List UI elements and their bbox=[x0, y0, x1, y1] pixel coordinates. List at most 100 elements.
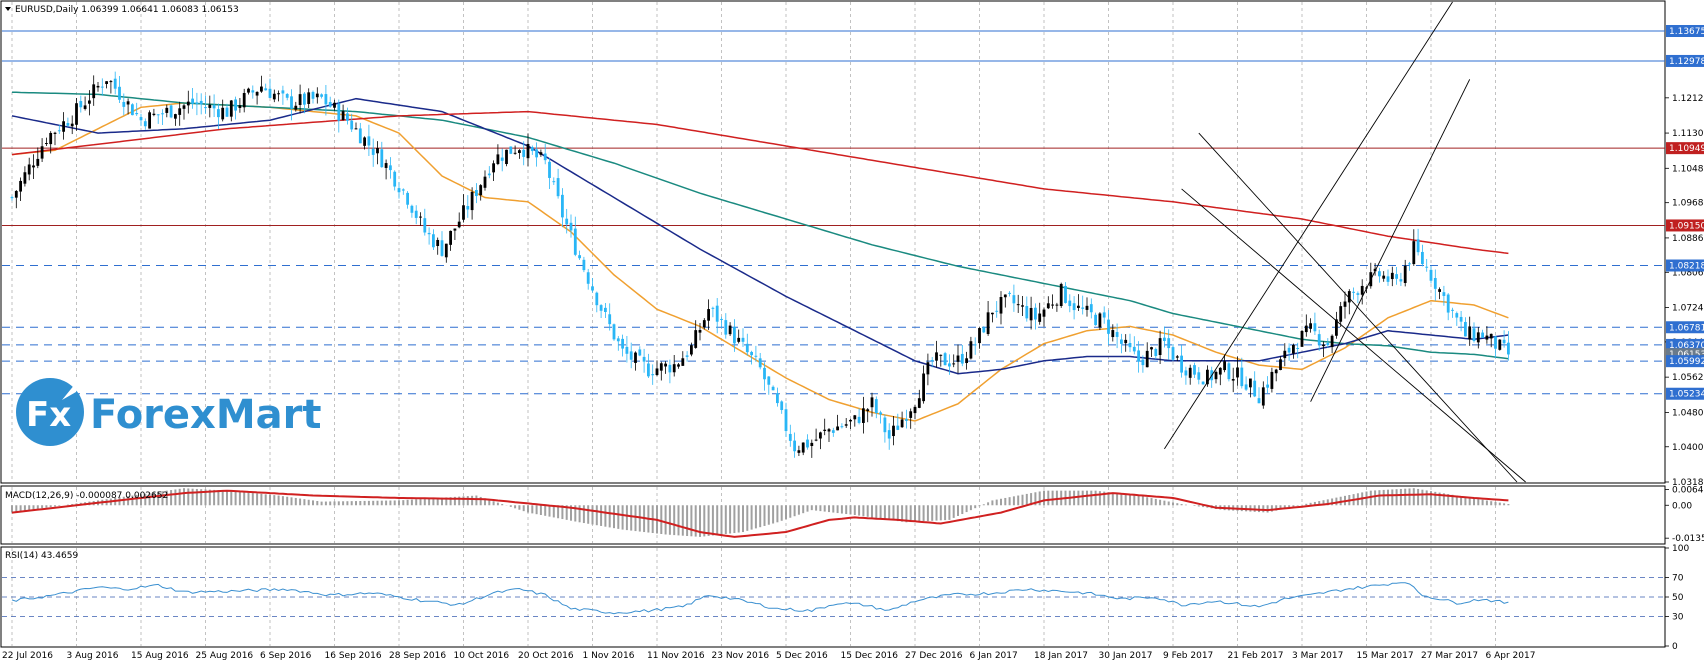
candle-body bbox=[1360, 285, 1364, 295]
rsi-header: RSI(14) 43.4659 bbox=[5, 551, 78, 561]
candle-body bbox=[1012, 295, 1016, 304]
candle-body bbox=[285, 94, 289, 98]
candle-body bbox=[711, 307, 715, 309]
price-level-label: 1.13675 bbox=[1669, 27, 1704, 37]
candle-body bbox=[939, 354, 943, 356]
price-level-label: 1.05992 bbox=[1669, 357, 1704, 367]
candle-body bbox=[1094, 314, 1097, 326]
candle-body bbox=[737, 337, 741, 342]
moving-averages-layer bbox=[11, 91, 1509, 422]
moving-average-line[interactable] bbox=[11, 91, 1509, 360]
candle-body bbox=[1356, 293, 1360, 295]
candle-body bbox=[1034, 307, 1037, 320]
trend-line[interactable] bbox=[1198, 132, 1518, 483]
candle-body bbox=[1378, 271, 1381, 277]
candle-body bbox=[1390, 272, 1394, 280]
candle-body bbox=[444, 243, 448, 258]
candle-body bbox=[1089, 304, 1093, 313]
x-tick-label: 30 Jan 2017 bbox=[1099, 651, 1153, 661]
trend-line[interactable] bbox=[1164, 1, 1453, 450]
trend-line[interactable] bbox=[1310, 79, 1471, 402]
candle-body bbox=[1317, 334, 1321, 345]
candle-body bbox=[483, 176, 487, 188]
x-tick-label: 15 Aug 2016 bbox=[131, 651, 189, 661]
candle-body bbox=[513, 152, 517, 154]
candle-body bbox=[1459, 316, 1463, 322]
candle-body bbox=[604, 307, 607, 312]
candle-body bbox=[410, 205, 414, 213]
candle-body bbox=[1188, 367, 1192, 378]
candle-body bbox=[505, 149, 508, 165]
candle-body bbox=[677, 364, 680, 367]
candle-body bbox=[642, 356, 646, 362]
candle-body bbox=[1163, 337, 1166, 341]
candle-body bbox=[75, 103, 78, 125]
candle-body bbox=[702, 320, 706, 328]
candle-body bbox=[806, 439, 809, 448]
chevron-down-icon[interactable] bbox=[5, 7, 11, 11]
candle-body bbox=[733, 326, 736, 344]
candle-body bbox=[169, 105, 173, 118]
candle-body bbox=[105, 81, 108, 84]
candle-body bbox=[823, 429, 827, 431]
rsi-line[interactable] bbox=[11, 582, 1509, 615]
candle-body bbox=[1502, 339, 1506, 344]
y-tick-label: 1.07240 bbox=[1672, 304, 1704, 314]
candle-body bbox=[1382, 275, 1386, 279]
price-level-badge bbox=[1666, 321, 1704, 334]
candle-body bbox=[324, 94, 328, 105]
candle-body bbox=[161, 113, 164, 115]
candle-body bbox=[874, 399, 878, 414]
candle-body bbox=[1042, 309, 1046, 317]
moving-average-line[interactable] bbox=[11, 110, 1509, 255]
y-tick-label: 1.12120 bbox=[1672, 94, 1704, 104]
trend-lines-layer bbox=[1164, 1, 1526, 483]
svg-text:Fx: Fx bbox=[26, 395, 71, 435]
y-tick-label: 1.05620 bbox=[1672, 373, 1704, 383]
price-level-badge bbox=[1666, 219, 1704, 232]
candle-body bbox=[1468, 326, 1472, 340]
candle-body bbox=[664, 363, 667, 367]
candle-body bbox=[672, 364, 676, 373]
candle-body bbox=[922, 373, 925, 402]
candle-body bbox=[978, 328, 981, 344]
x-tick-label: 15 Dec 2016 bbox=[841, 651, 899, 661]
candle-body bbox=[1261, 387, 1265, 406]
candle-body bbox=[1218, 367, 1222, 375]
candle-body bbox=[1223, 361, 1226, 371]
candle-body bbox=[1304, 325, 1308, 333]
candle-body bbox=[651, 374, 655, 376]
candle-body bbox=[1171, 347, 1175, 360]
candle-body bbox=[199, 100, 203, 105]
macd-header: MACD(12,26,9) -0.000087 0.002652 bbox=[5, 491, 168, 501]
rsi-layer bbox=[2, 577, 1665, 617]
candle-body bbox=[879, 412, 882, 415]
candle-body bbox=[70, 123, 74, 127]
macd-tick-label: 0.006457 bbox=[1672, 486, 1704, 496]
candles-layer bbox=[10, 71, 1510, 458]
price-level-label: 1.10949 bbox=[1669, 144, 1704, 154]
macd-signal-line[interactable] bbox=[11, 489, 1509, 538]
candle-body bbox=[1046, 303, 1050, 309]
y-tick-label: 1.11300 bbox=[1672, 129, 1704, 139]
moving-average-line[interactable] bbox=[11, 97, 1509, 375]
candle-body bbox=[414, 210, 418, 218]
y-tick-label: 1.08060 bbox=[1672, 268, 1704, 278]
x-tick-label: 28 Sep 2016 bbox=[389, 651, 446, 661]
candle-body bbox=[1399, 279, 1403, 282]
candle-body bbox=[1115, 332, 1119, 337]
macd-tick-label: 0.00 bbox=[1672, 501, 1692, 511]
forexmart-logo: Fx ForexMart bbox=[16, 376, 321, 446]
price-level-badge bbox=[1666, 54, 1704, 67]
candle-body bbox=[1029, 307, 1033, 321]
candle-body bbox=[1051, 304, 1054, 306]
candle-body bbox=[1429, 269, 1433, 281]
candle-body bbox=[1227, 363, 1231, 380]
candle-body bbox=[956, 355, 960, 362]
candle-body bbox=[174, 114, 177, 119]
candle-body bbox=[582, 259, 586, 271]
moving-average-line[interactable] bbox=[11, 102, 1509, 422]
trend-line[interactable] bbox=[1181, 188, 1526, 483]
main-panel-frame bbox=[0, 0, 1666, 484]
candle-body bbox=[255, 91, 259, 96]
